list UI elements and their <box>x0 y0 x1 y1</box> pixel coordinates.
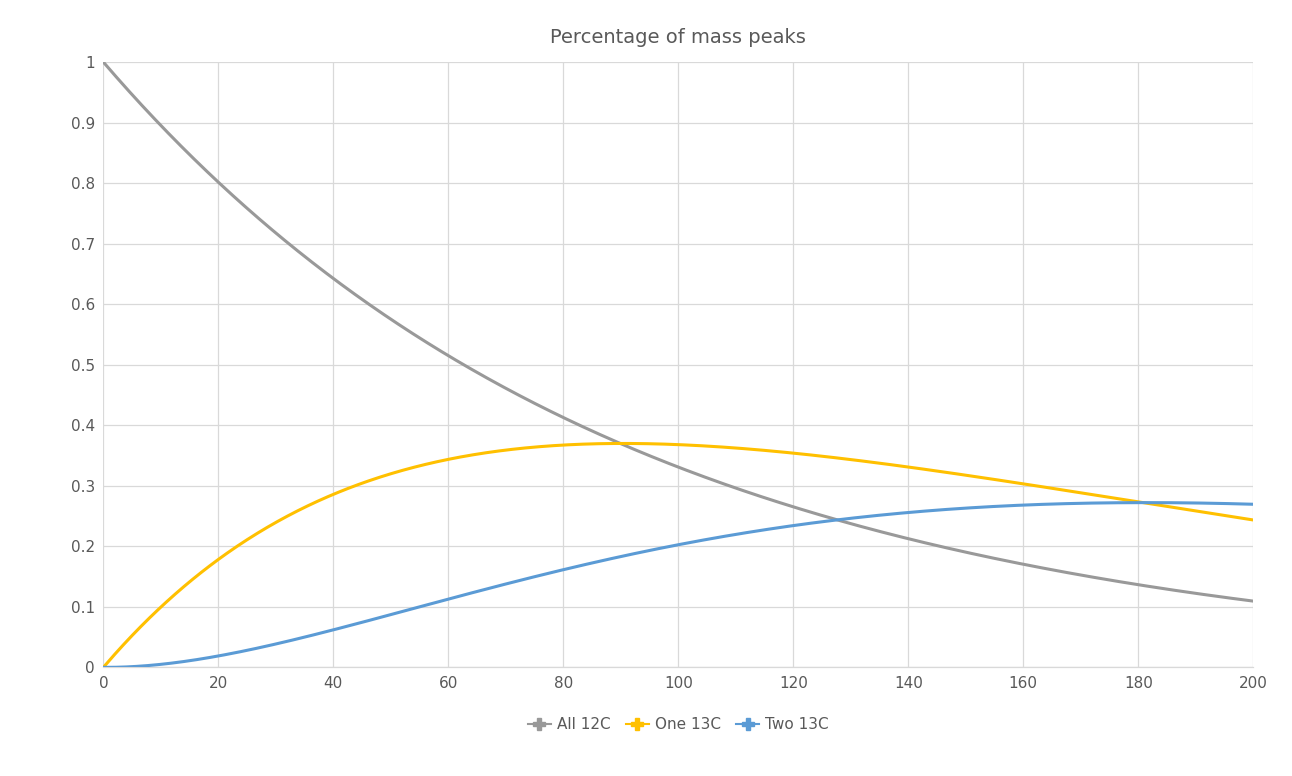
Line: All 12C: All 12C <box>103 62 1253 601</box>
Two 13C <box>764 524 779 533</box>
All 12C <box>968 549 983 559</box>
All 12C <box>167 134 182 144</box>
One 13C <box>969 472 985 481</box>
One 13C <box>96 663 111 672</box>
All 12C <box>96 57 111 67</box>
One 13C <box>795 449 810 459</box>
Line: One 13C: One 13C <box>103 443 1253 667</box>
Line: Two 13C: Two 13C <box>103 503 1253 667</box>
One 13C <box>829 453 845 462</box>
Two 13C <box>793 520 809 529</box>
Two 13C <box>828 515 844 525</box>
Two 13C <box>1137 498 1152 508</box>
One 13C <box>1087 490 1102 500</box>
All 12C <box>793 504 809 514</box>
All 12C <box>828 514 844 524</box>
One 13C <box>1245 515 1261 525</box>
One 13C <box>765 446 780 456</box>
All 12C <box>1245 597 1261 606</box>
Two 13C <box>1085 498 1101 508</box>
Two 13C <box>167 658 182 667</box>
Title: Percentage of mass peaks: Percentage of mass peaks <box>550 28 806 47</box>
Two 13C <box>96 663 111 672</box>
All 12C <box>1085 573 1101 582</box>
One 13C <box>167 591 182 600</box>
Legend: All 12C, One 13C, Two 13C: All 12C, One 13C, Two 13C <box>522 711 835 739</box>
All 12C <box>764 495 779 504</box>
Two 13C <box>1245 500 1261 509</box>
Two 13C <box>968 503 983 512</box>
One 13C <box>615 438 630 448</box>
